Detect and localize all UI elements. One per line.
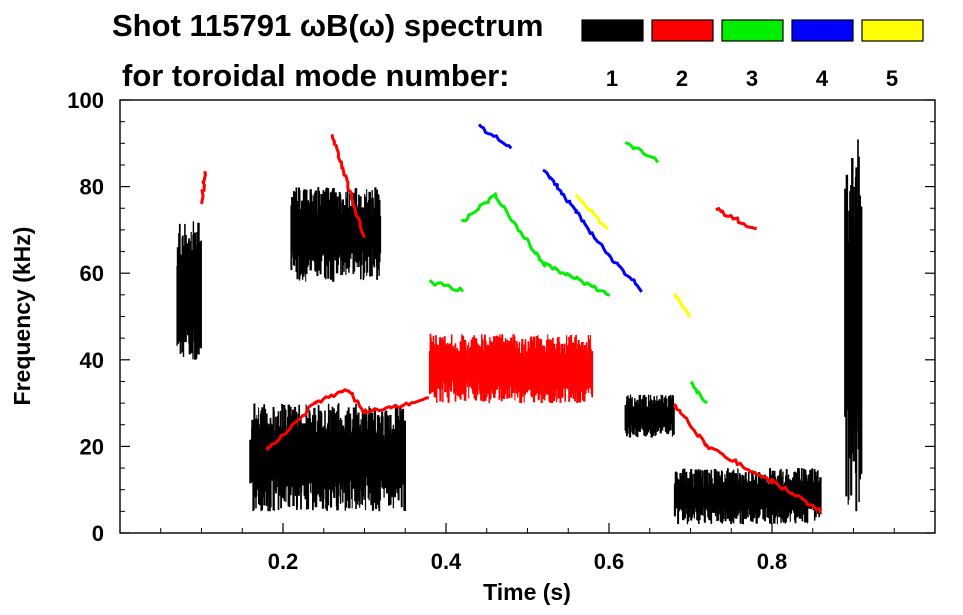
series-n-4-0-44-0-48s — [477, 123, 513, 150]
legend-swatch-5 — [861, 19, 924, 42]
chart-subtitle: for toroidal mode number: — [122, 58, 510, 93]
y-tick-label: 60 — [80, 261, 104, 286]
spectrum-core — [446, 352, 577, 385]
legend-label-2: 2 — [676, 66, 688, 91]
x-tick-label: 0.6 — [594, 549, 625, 574]
spectrum-line — [624, 141, 660, 164]
spectrum-line — [477, 123, 513, 150]
series-n-2-chirp-0-26s — [330, 134, 366, 239]
legend-label-5: 5 — [886, 66, 898, 91]
x-tick-label: 0.4 — [431, 549, 462, 574]
spectrum-line — [542, 168, 643, 293]
series-n-1-early-burst — [176, 221, 202, 360]
y-tick-label: 40 — [80, 348, 104, 373]
series-n-1-vertical-streak — [844, 139, 863, 512]
spectrum-line — [672, 403, 822, 514]
series-n-2-chirp-0-1s — [200, 171, 208, 205]
series-n-2-broad-0-38-0-58s — [428, 333, 594, 404]
legend-swatch-1 — [581, 19, 644, 42]
legend-swatch-2 — [651, 19, 714, 42]
spectrum-core — [688, 483, 807, 509]
y-axis-label: Frequency (kHz) — [9, 227, 35, 406]
legend-label-4: 4 — [816, 66, 829, 91]
x-tick-label: 0.8 — [757, 549, 788, 574]
y-tick-label: 100 — [67, 88, 104, 113]
y-tick-label: 20 — [80, 434, 104, 459]
spectrum-line — [574, 193, 609, 230]
spectrum-line — [715, 207, 758, 231]
x-tick-label: 0.2 — [268, 549, 299, 574]
spectrum-line — [673, 292, 692, 318]
series-n-3-0-62-0-66s — [624, 141, 660, 164]
legend-label-3: 3 — [746, 66, 758, 91]
spectrum-core — [847, 238, 860, 408]
series-n-5-0-56-0-6s — [574, 193, 609, 230]
spectrum-line — [461, 192, 611, 297]
series-n-5-0-68-0-7s — [673, 292, 692, 318]
series-n-2-band-0-2-0-38s — [266, 388, 430, 451]
legend-swatch-3 — [721, 19, 784, 42]
spectrum-line — [330, 134, 366, 239]
axis-ticks: 0 20 40 60 80 100 0.2 0.4 0.6 0.8 — [67, 88, 935, 574]
spectrum-core — [265, 432, 390, 482]
series-n-3-0-7-0-72s — [689, 380, 708, 404]
plot-frame — [119, 99, 936, 534]
y-tick-label: 0 — [92, 521, 104, 546]
series-n-3-0-42-0-6s — [461, 192, 611, 297]
chart-title: Shot 115791 ωB(ω) spectrum — [112, 8, 543, 43]
spectrum-core — [630, 406, 670, 426]
legend: 1 2 3 4 5 — [581, 19, 924, 91]
series-n-4-0-52-0-64s — [542, 168, 643, 293]
series-n-2-decay-0-68-0-86s — [672, 403, 822, 514]
spectrum-line — [689, 380, 708, 404]
legend-swatch-4 — [791, 19, 854, 42]
spectrum-features — [176, 123, 863, 525]
spectrum-core — [300, 212, 372, 256]
series-n-1-chirp — [624, 394, 675, 438]
spectrum-line — [200, 171, 208, 205]
spectrum-line — [428, 279, 464, 293]
spectrum-line — [266, 388, 430, 451]
series-n-2-patch-0-75s — [715, 207, 758, 231]
y-tick-label: 80 — [80, 175, 104, 200]
x-axis-label: Time (s) — [483, 579, 571, 605]
spectrum-core — [179, 259, 200, 322]
series-n-1-late-low-band — [673, 468, 822, 525]
series-n-3-0-38-0-42s — [428, 279, 464, 293]
legend-label-1: 1 — [606, 66, 618, 91]
series-n-1-low-frequency-fishbones — [249, 403, 407, 512]
